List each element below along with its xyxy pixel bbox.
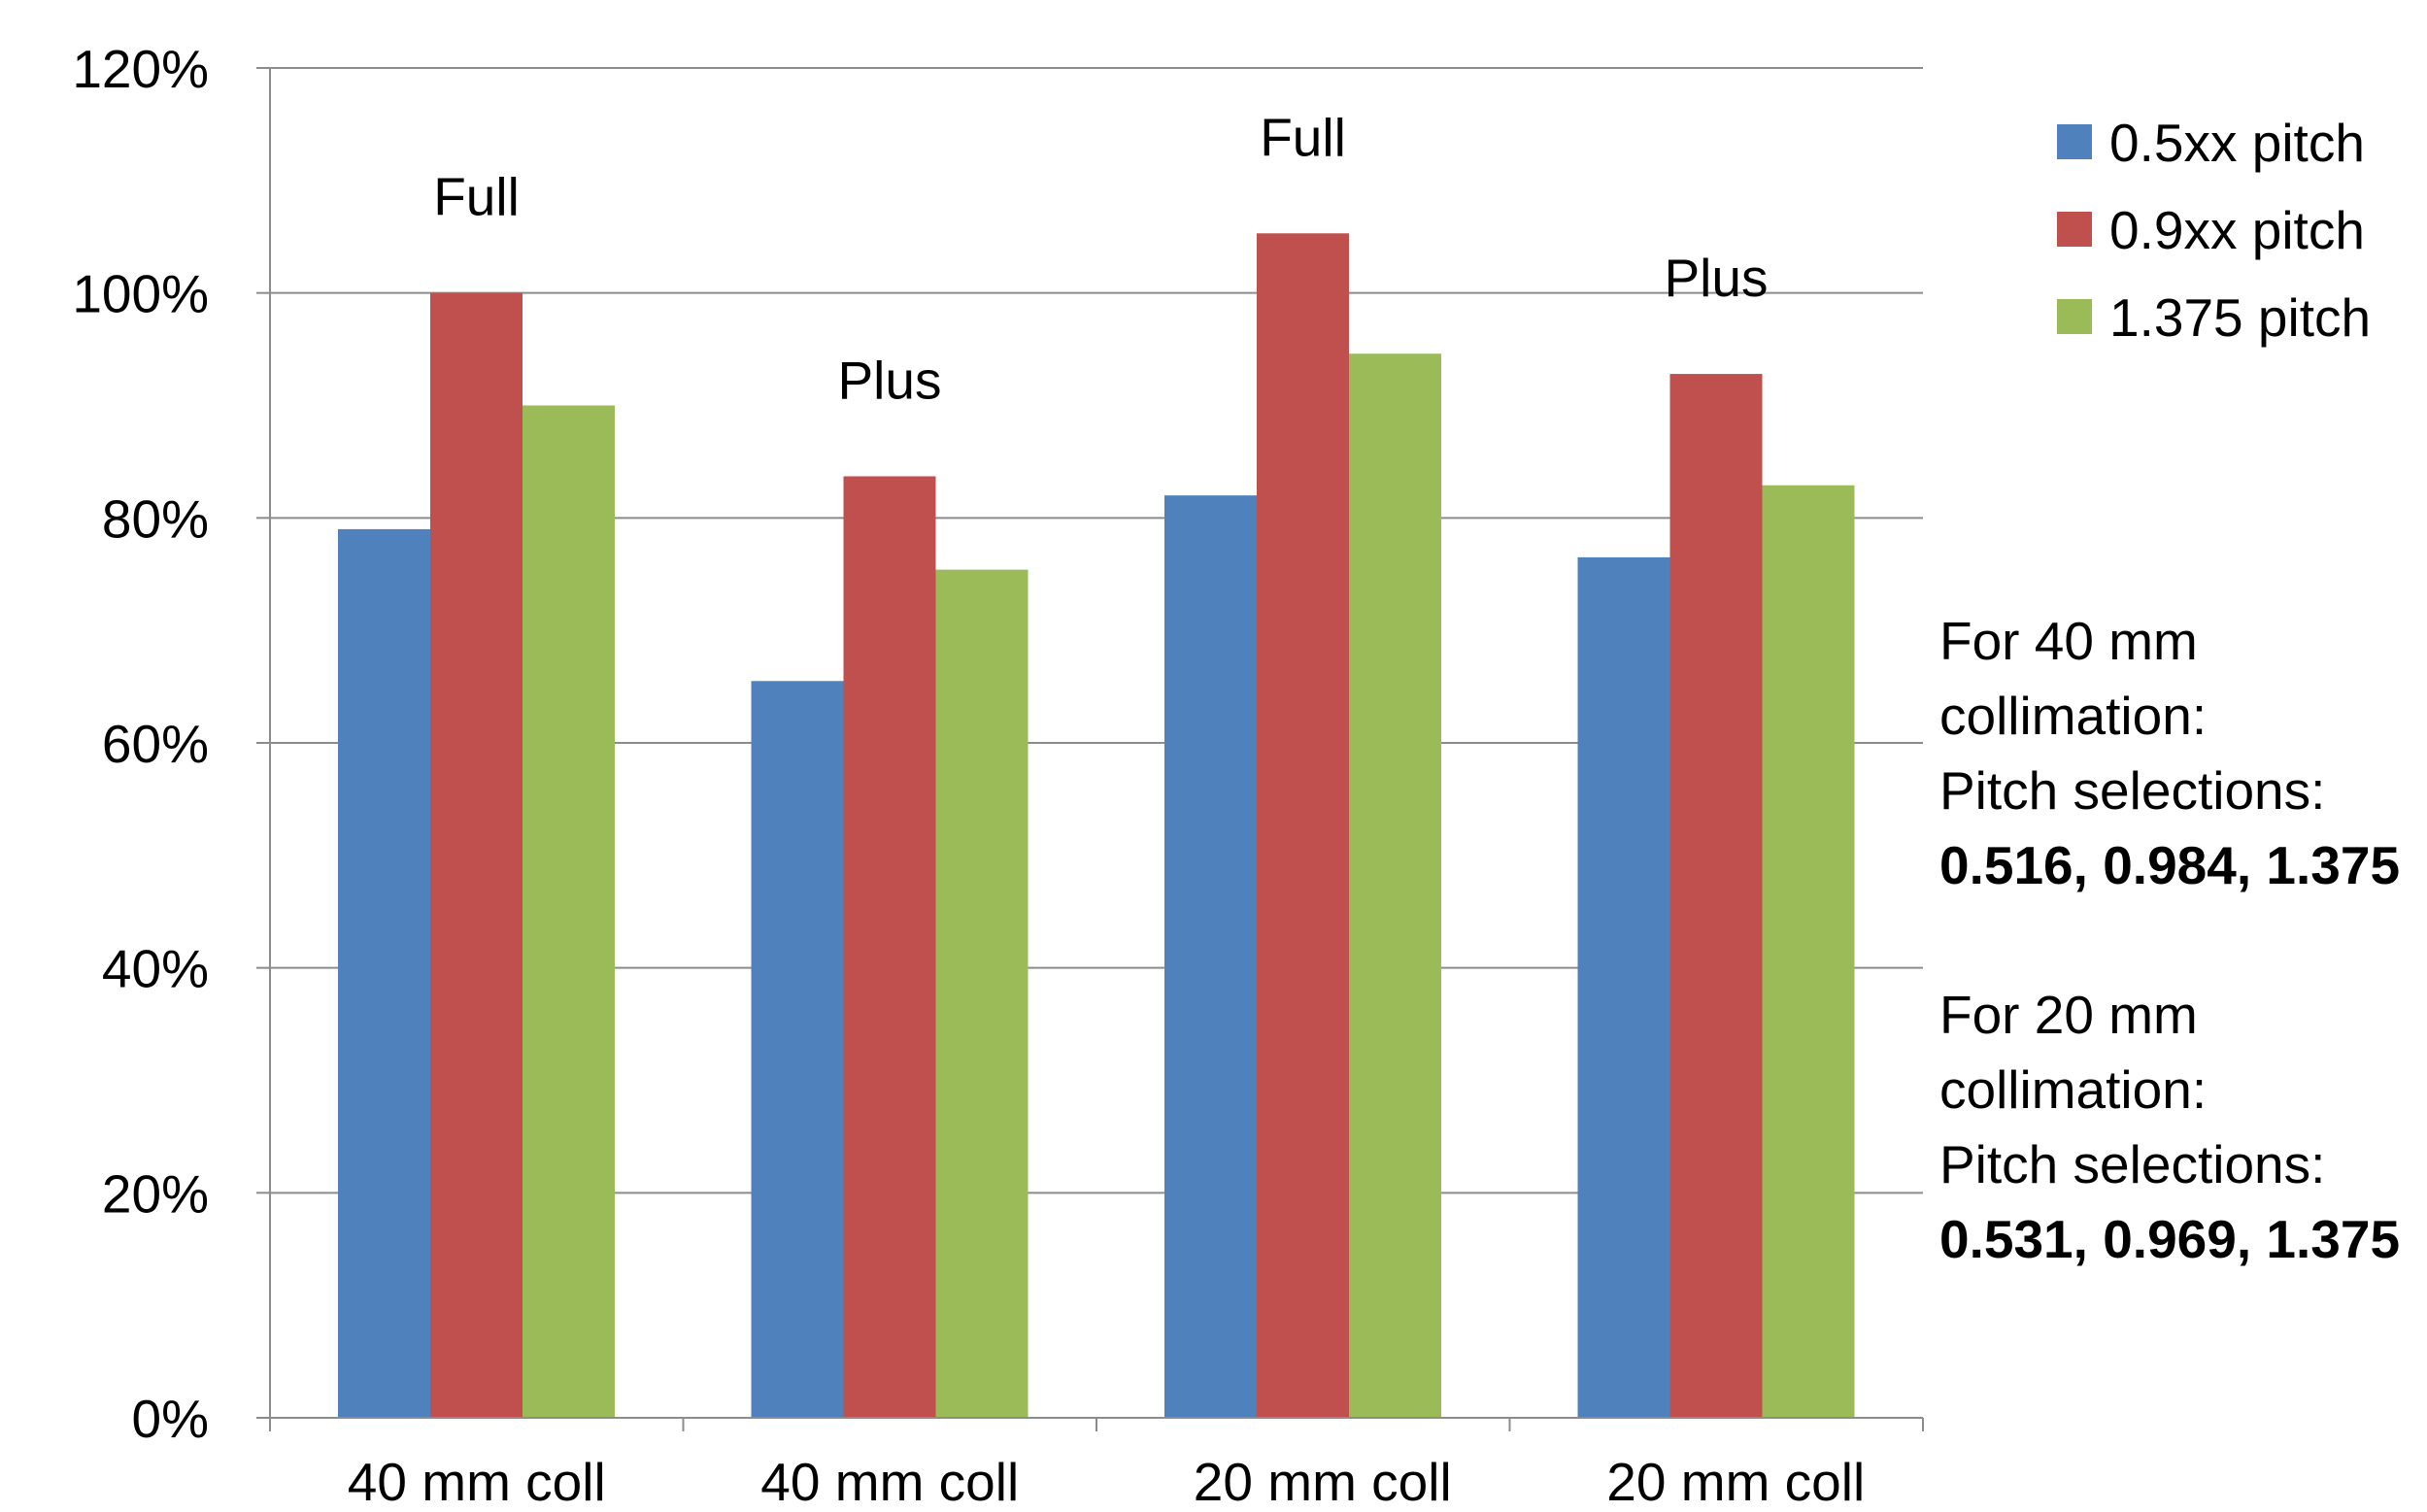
y-tick-label: 120% bbox=[72, 39, 209, 99]
y-tick-label: 20% bbox=[102, 1163, 209, 1224]
category-annotation: Plus bbox=[1665, 248, 1769, 308]
legend-swatch bbox=[2057, 124, 2092, 159]
bar bbox=[935, 569, 1028, 1418]
y-tick-label: 0% bbox=[132, 1389, 210, 1449]
note-20mm-values: 0.531, 0.969, 1.375 bbox=[1939, 1209, 2401, 1269]
x-tick-label: 20 mm coll bbox=[1606, 1452, 1865, 1512]
legend-label: 0.9xx pitch bbox=[2109, 200, 2365, 260]
note-20mm: For 20 mm collimation: Pitch selections:… bbox=[1939, 978, 2400, 1277]
note-40mm-line-1: For 40 mm bbox=[1939, 611, 2198, 671]
y-axis-ticks: 0% 20% 40% 60% 80% 100% 120% bbox=[72, 39, 270, 1449]
x-tick-label: 20 mm coll bbox=[1194, 1452, 1452, 1512]
legend-label: 1.375 pitch bbox=[2109, 287, 2371, 348]
y-tick-label: 80% bbox=[102, 488, 209, 549]
note-40mm-line-2: collimation: bbox=[1939, 686, 2208, 746]
bar bbox=[1762, 485, 1855, 1418]
y-tick-label: 100% bbox=[72, 264, 209, 324]
category-annotation: Full bbox=[1260, 107, 1346, 167]
note-40mm: For 40 mm collimation: Pitch selections:… bbox=[1939, 604, 2400, 903]
bar bbox=[843, 476, 936, 1419]
legend-label: 0.5xx pitch bbox=[2109, 113, 2365, 173]
bar bbox=[522, 405, 615, 1418]
note-40mm-values: 0.516, 0.984, 1.375 bbox=[1939, 835, 2401, 895]
category-annotation: Plus bbox=[838, 350, 942, 410]
category-annotation: Full bbox=[433, 167, 520, 227]
bar bbox=[1164, 495, 1257, 1419]
note-20mm-line-3: Pitch selections: bbox=[1939, 1134, 2326, 1194]
bar bbox=[1577, 556, 1670, 1418]
category-annotations: Full Plus Full Plus bbox=[433, 107, 1768, 410]
y-tick-label: 60% bbox=[102, 714, 209, 774]
x-tick-label: 40 mm coll bbox=[348, 1452, 606, 1512]
bar bbox=[751, 681, 844, 1418]
bar bbox=[338, 528, 430, 1418]
note-20mm-line-1: For 20 mm bbox=[1939, 985, 2198, 1045]
legend-swatch bbox=[2057, 212, 2092, 247]
pitch-notes: For 40 mm collimation: Pitch selections:… bbox=[1939, 604, 2400, 1277]
note-40mm-line-3: Pitch selections: bbox=[1939, 760, 2326, 821]
legend: 0.5xx pitch 0.9xx pitch 1.375 pitch bbox=[2057, 113, 2371, 348]
note-20mm-line-2: collimation: bbox=[1939, 1059, 2208, 1120]
legend-swatch bbox=[2057, 299, 2092, 334]
bar bbox=[430, 292, 522, 1419]
bar bbox=[1349, 353, 1441, 1418]
bar bbox=[1257, 233, 1349, 1418]
x-axis-ticks: 40 mm coll 40 mm coll 20 mm coll 20 mm coll bbox=[269, 1418, 1924, 1512]
bars bbox=[338, 233, 1855, 1419]
y-tick-label: 40% bbox=[102, 939, 209, 999]
bar bbox=[1669, 374, 1763, 1419]
x-tick-label: 40 mm coll bbox=[760, 1452, 1019, 1512]
